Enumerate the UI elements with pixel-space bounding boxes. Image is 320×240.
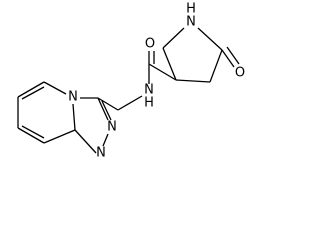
atom-label: O <box>235 66 245 81</box>
bond <box>21 125 45 139</box>
bond <box>102 133 109 147</box>
bond <box>72 103 76 131</box>
bond <box>197 27 223 51</box>
atom-label: N <box>107 120 117 135</box>
atom-label: N <box>96 146 106 161</box>
bond <box>209 49 223 83</box>
bond <box>17 127 45 144</box>
bond <box>21 86 45 100</box>
bond <box>97 97 119 111</box>
bond <box>97 97 109 121</box>
atom-label: N <box>144 83 154 98</box>
bond <box>148 63 177 81</box>
bond <box>43 129 76 144</box>
bond <box>226 46 240 65</box>
atom-label: H <box>144 96 154 111</box>
bonds <box>17 27 240 154</box>
bond <box>43 81 67 95</box>
bond <box>74 129 97 154</box>
bond <box>101 100 112 121</box>
atom-labels: N H O O N H N N N <box>68 2 245 161</box>
atom-label: N <box>186 15 196 30</box>
bond <box>117 95 143 111</box>
bond <box>17 81 45 98</box>
atom-label: H <box>186 2 196 17</box>
bond <box>221 49 235 68</box>
molecule-diagram: N H O O N H N N N <box>17 2 245 161</box>
bond <box>162 27 185 49</box>
bond <box>162 47 177 81</box>
bond <box>175 79 211 83</box>
atom-label: N <box>68 90 78 105</box>
atom-label: O <box>145 37 155 52</box>
